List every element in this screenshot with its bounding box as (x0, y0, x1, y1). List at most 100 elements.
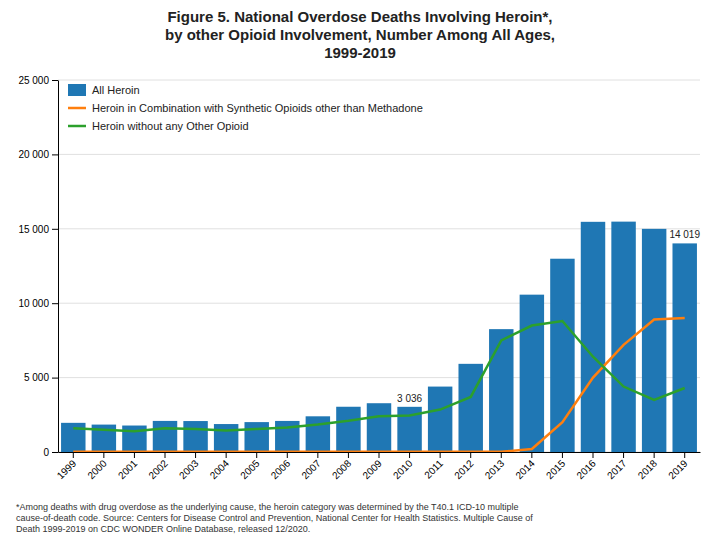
x-tick-mark (165, 452, 166, 458)
x-tick: 2016 (574, 452, 598, 481)
x-tick-label: 2000 (85, 457, 109, 481)
bar (520, 295, 544, 452)
y-tick-mark (52, 229, 58, 230)
x-tick-mark (470, 452, 471, 458)
y-tick: 25 000 (18, 75, 58, 86)
x-tick: 2017 (605, 452, 629, 481)
title-line: by other Opioid Involvement, Number Amon… (165, 26, 555, 43)
x-tick-label: 2001 (116, 457, 140, 481)
x-tick-label: 2013 (483, 457, 507, 481)
line (73, 318, 684, 452)
x-tick: 2009 (360, 452, 384, 481)
x-tick-label: 2003 (177, 457, 201, 481)
y-tick-mark (52, 378, 58, 379)
x-tick-label: 2017 (605, 457, 629, 481)
x-tick: 2011 (422, 452, 445, 481)
x-tick-label: 2014 (513, 457, 537, 481)
x-tick-mark (195, 452, 196, 458)
marks (61, 222, 697, 452)
x-tick-mark (348, 452, 349, 458)
y-tick-label: 10 000 (18, 298, 49, 309)
value-labels: 3 03614 019 (397, 229, 700, 403)
x-tick-label: 2002 (146, 457, 170, 481)
bar (458, 364, 482, 452)
x-tick: 2001 (116, 452, 140, 481)
bar (244, 422, 268, 452)
x-tick-label: 2005 (238, 457, 262, 481)
legend-label: Heroin in Combination with Synthetic Opi… (92, 102, 423, 114)
x-tick-mark (654, 452, 655, 458)
bar-series (61, 222, 697, 452)
line (73, 321, 684, 431)
x-tick: 2002 (146, 452, 170, 481)
footnote: *Among deaths with drug overdose as the … (16, 502, 533, 534)
bar (367, 403, 391, 452)
x-tick-mark (684, 452, 685, 458)
x-tick-label: 2010 (391, 457, 415, 481)
x-tick-label: 1999 (55, 457, 79, 481)
x-tick-mark (501, 452, 502, 458)
bar (672, 243, 696, 452)
x-tick-mark (256, 452, 257, 458)
x-tick-mark (623, 452, 624, 458)
x-tick: 2012 (452, 452, 476, 481)
y-tick: 15 000 (18, 224, 58, 235)
bar (214, 424, 238, 452)
x-tick: 2013 (483, 452, 507, 481)
y-tick: 5 000 (24, 372, 58, 383)
chart: Figure 5. National Overdose Deaths Invol… (0, 0, 720, 540)
bar (336, 407, 360, 452)
y-axis-line (58, 81, 59, 453)
x-tick: 2003 (177, 452, 201, 481)
x-tick: 2018 (636, 452, 660, 481)
legend-item: Heroin without any Other Opioid (68, 120, 249, 132)
x-tick-mark (287, 452, 288, 458)
bar (183, 421, 207, 452)
y-tick-mark (52, 303, 58, 304)
bar (61, 423, 85, 452)
x-tick-label: 2016 (574, 457, 598, 481)
y-tick-label: 5 000 (24, 372, 49, 383)
x-tick-label: 2018 (636, 457, 660, 481)
x-tick-label: 2012 (452, 457, 476, 481)
y-tick-label: 20 000 (18, 149, 49, 160)
footnote-line: cause-of-death code. Source: Centers for… (16, 513, 533, 523)
title: Figure 5. National Overdose Deaths Invol… (165, 8, 555, 61)
x-tick: 2005 (238, 452, 262, 481)
legend: All Heroin Heroin in Combination with Syn… (68, 84, 423, 132)
x-tick-label: 2019 (666, 457, 690, 481)
legend-item: All Heroin (68, 84, 140, 96)
x-tick-mark (317, 452, 318, 458)
x-tick-mark (409, 452, 410, 458)
y-tick: 20 000 (18, 149, 58, 160)
bar (306, 416, 330, 452)
x-tick-mark (562, 452, 563, 458)
x-tick-label: 2011 (422, 457, 445, 480)
bar (489, 329, 513, 452)
footnote-line: Death 1999-2019 on CDC WONDER Online Dat… (16, 524, 310, 534)
x-tick-label: 2007 (299, 457, 323, 481)
x-tick: 2007 (299, 452, 323, 481)
x-tick: 1999 (55, 452, 79, 481)
value-label: 3 036 (397, 393, 422, 404)
y-tick: 10 000 (18, 298, 58, 309)
y-tick-label: 25 000 (18, 75, 49, 86)
x-tick-mark (226, 452, 227, 458)
x-tick-mark (531, 452, 532, 458)
legend-label: All Heroin (92, 84, 140, 96)
legend-item: Heroin in Combination with Synthetic Opi… (68, 102, 423, 114)
legend-label: Heroin without any Other Opioid (92, 120, 249, 132)
x-tick: 2000 (85, 452, 109, 481)
x-tick-label: 2008 (330, 457, 354, 481)
y-tick: 0 (43, 447, 58, 458)
legend-swatch (68, 107, 86, 110)
legend-swatch (68, 84, 86, 96)
y-tick-label: 0 (43, 447, 49, 458)
x-tick: 2006 (269, 452, 293, 481)
x-tick: 2004 (208, 452, 232, 481)
legend-swatch (68, 125, 86, 128)
grid-line (58, 80, 700, 81)
x-tick: 2014 (513, 452, 537, 481)
x-tick-label: 2015 (544, 457, 568, 481)
bar (153, 421, 177, 452)
